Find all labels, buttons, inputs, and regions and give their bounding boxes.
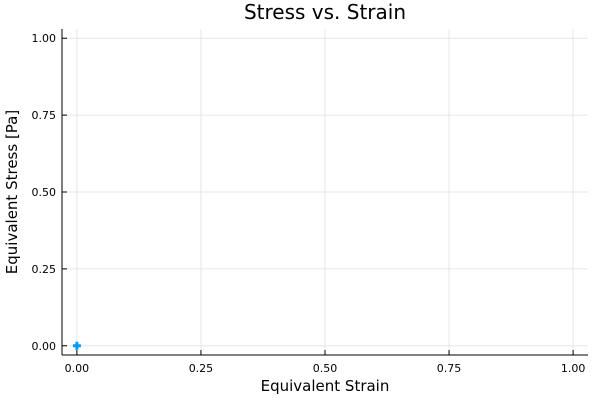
x-axis-label: Equivalent Strain — [261, 377, 390, 395]
y-tick-label: 0.50 — [32, 186, 57, 199]
plot-area — [72, 341, 81, 350]
y-tick-label: 1.00 — [32, 32, 57, 45]
y-axis-label: Equivalent Stress [Pa] — [3, 110, 21, 274]
x-tick-label: 1.00 — [561, 362, 586, 375]
grid — [62, 29, 588, 355]
y-tick-label: 0.75 — [32, 109, 57, 122]
x-tick-label: 0.75 — [437, 362, 462, 375]
y-tick-label: 0.00 — [32, 340, 57, 353]
x-tick-label: 0.50 — [313, 362, 338, 375]
data-point — [72, 341, 81, 350]
chart-title: Stress vs. Strain — [244, 0, 406, 24]
x-tick-label: 0.25 — [189, 362, 214, 375]
ticks: 0.00 0.25 0.50 0.75 1.00 0.00 0.25 0.50 0.75 1.00 — [32, 32, 586, 375]
y-tick-label: 0.25 — [32, 263, 57, 276]
x-tick-label: 0.00 — [65, 362, 90, 375]
